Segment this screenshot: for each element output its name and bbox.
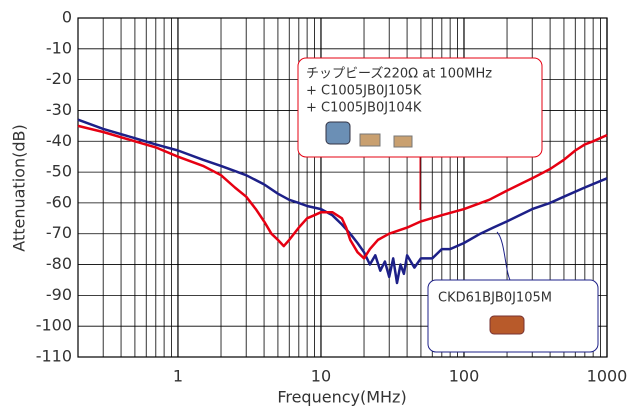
series-line xyxy=(77,118,608,285)
x-tick-label: 1000 xyxy=(587,367,628,386)
callout-red: チップビーズ220Ω at 100MHz + C1005JB0J105K + C… xyxy=(297,57,543,210)
y-tick-label: -60 xyxy=(46,192,72,211)
y-tick-label: -10 xyxy=(46,38,72,57)
legend-label: CKD61BJB0J105M xyxy=(438,291,552,306)
annotation: + C1005JB0J104K xyxy=(306,101,422,116)
series-line xyxy=(77,124,608,260)
y-tick-label: -20 xyxy=(46,69,72,88)
y-tick-label: -70 xyxy=(46,223,72,242)
y-tick-label: 0 xyxy=(62,8,72,27)
y-tick-label: -50 xyxy=(46,162,72,181)
y-tick-label: -110 xyxy=(36,347,72,366)
icon xyxy=(489,315,525,335)
y-axis-title: Attenuation(dB) xyxy=(10,124,29,251)
icon xyxy=(325,121,351,145)
icon xyxy=(393,135,413,148)
pointer xyxy=(496,231,511,281)
callout-box xyxy=(297,57,543,158)
x-axis-title: Frequency(MHz) xyxy=(277,388,406,407)
plot-frame xyxy=(77,17,608,358)
x-tick-label: 100 xyxy=(449,367,480,386)
y-tick-label: -40 xyxy=(46,131,72,150)
y-tick-label: -80 xyxy=(46,254,72,273)
icon xyxy=(359,133,381,147)
x-tick-label: 1 xyxy=(173,367,183,386)
annotation: チップビーズ220Ω at 100MHz xyxy=(306,66,492,82)
y-tick-label: -90 xyxy=(46,285,72,304)
y-tick-label: -30 xyxy=(46,100,72,119)
callout-blue: CKD61BJB0J105M xyxy=(427,231,599,353)
annotation: + C1005JB0J105K xyxy=(306,84,422,99)
y-tick-label: -100 xyxy=(36,316,72,335)
x-tick-label: 10 xyxy=(311,367,331,386)
